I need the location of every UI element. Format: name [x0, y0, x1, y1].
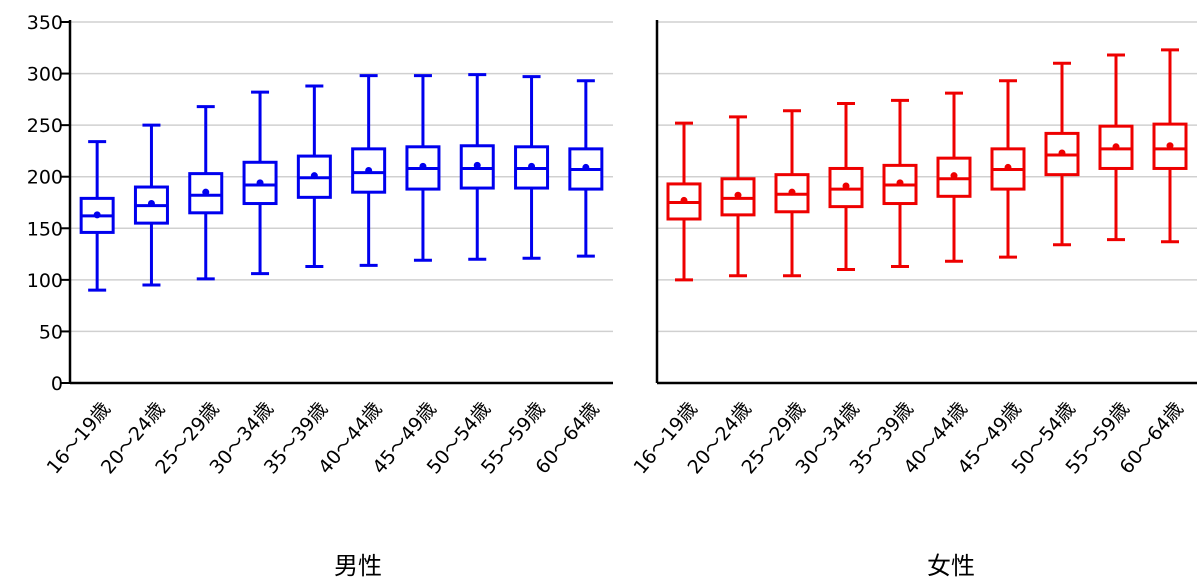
box-6: [405, 74, 441, 262]
y-tick-label: 50: [39, 321, 63, 343]
box-1: [133, 123, 169, 287]
box-1: [720, 115, 756, 278]
box-0: [79, 140, 115, 292]
box-6: [990, 79, 1026, 259]
mean-marker: [582, 163, 590, 171]
mean-marker: [950, 172, 958, 180]
mean-marker: [788, 188, 796, 196]
y-tick-label: 250: [27, 115, 63, 137]
box-7: [1044, 61, 1080, 247]
panel-male: 16～19歳20～24歳25～29歳30～34歳35～39歳40～44歳45～4…: [43, 20, 613, 580]
mean-marker: [93, 211, 101, 219]
mean-marker: [1166, 142, 1174, 150]
y-tick-label: 0: [51, 373, 63, 395]
box-8: [1098, 53, 1134, 242]
panel-title: 男性: [334, 552, 382, 580]
box-4: [882, 98, 918, 268]
box-2: [774, 109, 810, 278]
mean-marker: [147, 200, 155, 208]
mean-marker: [202, 188, 210, 196]
box-8: [514, 75, 550, 260]
mean-marker: [365, 167, 373, 175]
box-5: [351, 74, 387, 267]
mean-marker: [473, 161, 481, 169]
box-4: [296, 84, 332, 268]
mean-marker: [734, 191, 742, 199]
box-iqr: [188, 172, 224, 215]
mean-marker: [680, 196, 688, 204]
box-9: [568, 79, 604, 258]
y-tick-label: 200: [27, 167, 63, 189]
panel-female: 16～19歳20～24歳25～29歳30～34歳35～39歳40～44歳45～4…: [629, 20, 1197, 580]
box-9: [1152, 48, 1188, 244]
mean-marker: [310, 172, 318, 180]
mean-marker: [419, 162, 427, 170]
y-tick-label: 350: [27, 12, 63, 34]
y-tick-label: 100: [27, 270, 63, 292]
panel-title: 女性: [927, 552, 975, 580]
box-3: [828, 101, 864, 272]
y-tick-label: 150: [27, 218, 63, 240]
box-5: [936, 91, 972, 263]
mean-marker: [256, 179, 264, 187]
box-2: [188, 105, 224, 281]
mean-marker: [896, 179, 904, 187]
mean-marker: [528, 162, 536, 170]
mean-marker: [842, 182, 850, 190]
mean-marker: [1112, 143, 1120, 151]
y-tick-label: 300: [27, 64, 63, 86]
mean-marker: [1004, 163, 1012, 171]
mean-marker: [1058, 149, 1066, 157]
box-3: [242, 90, 278, 276]
box-7: [459, 73, 495, 261]
box-0: [666, 121, 702, 282]
